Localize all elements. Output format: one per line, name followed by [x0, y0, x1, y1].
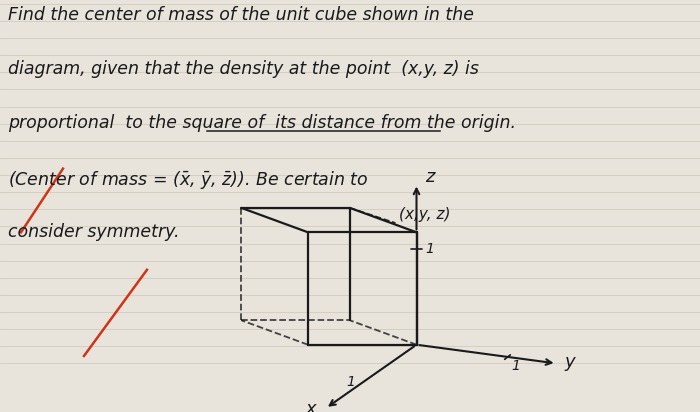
Text: (x,y, z): (x,y, z): [399, 207, 451, 222]
Text: 1: 1: [425, 242, 434, 256]
Text: proportional  to the square of  its distance from the origin.: proportional to the square of its distan…: [8, 114, 517, 132]
Text: 1: 1: [346, 375, 356, 389]
Text: 1: 1: [511, 359, 520, 373]
Text: consider symmetry.: consider symmetry.: [8, 223, 180, 241]
Text: (Center of mass = ($\bar{x}$, $\bar{y}$, $\bar{z}$)). Be certain to: (Center of mass = ($\bar{x}$, $\bar{y}$,…: [8, 169, 369, 191]
Text: diagram, given that the density at the point  (x,y, z) is: diagram, given that the density at the p…: [8, 60, 480, 78]
Text: x: x: [306, 400, 316, 412]
Text: z: z: [425, 168, 435, 186]
Text: y: y: [565, 353, 575, 371]
Text: Find the center of mass of the unit cube shown in the: Find the center of mass of the unit cube…: [8, 6, 475, 23]
